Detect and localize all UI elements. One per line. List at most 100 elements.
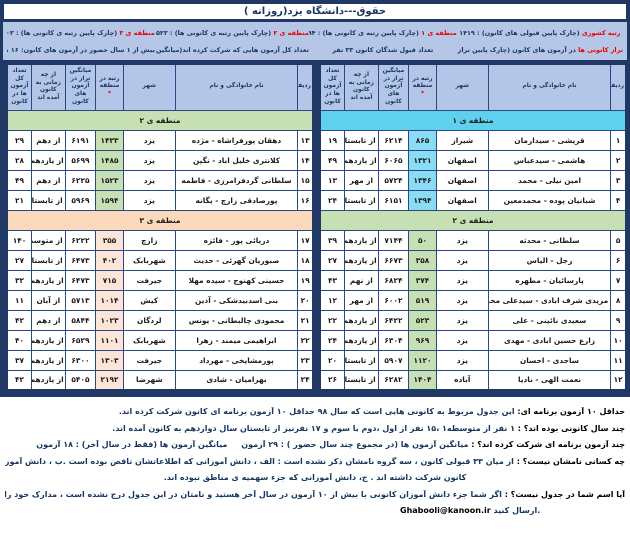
name-cell: پارسائیان - مطهره [487,269,612,291]
name-cell: رجل - الیاس [487,249,612,271]
stat-label: منطقه ی ۱ [418,28,457,37]
rank-cell: ۵۱۹ [408,289,437,311]
row-number-cell: ۲۳ [297,349,314,371]
rank-cell: ۵۲۳ [408,309,437,331]
stat-item: منطقه ی ۱ (چارک پایین رتبه ی کانونی ها) … [309,29,457,37]
exam-count-cell: ۳۹ [319,229,345,251]
exam-count-cell: ۲۷ [6,249,32,271]
city-cell: یزد [435,289,489,311]
avg-score-cell: ۵۸۴۴ [64,309,97,331]
name-cell: بهرامیان - شادی [174,369,299,391]
note-lead: چند سال کانونی بوده اند؟ : [514,423,625,433]
avg-score-cell: ۶۳۰۰ [64,349,97,371]
name-cell: دریائی پور - فائزه [174,229,299,251]
stat-label: منطقه ی ۳ [117,28,155,37]
table-row: ۱۵ سلطانی گردفرامرزی - فاطمه یزد ۱۵۲۳ ۶۲۲۵ از… [6,169,314,191]
row-number-cell: ۱۴ [297,149,314,171]
table-row: ۸ مزیدی شرف ابادی - سیدعلی محمد یزد ۵۱۹ ۶۰۰۲… [319,289,627,311]
name-cell: هاشمی - سیدعباس [487,149,612,171]
avg-score-cell: ۵۹۶۹ [64,189,97,211]
row-number-cell: ۱۱ [610,349,627,371]
avg-score-cell: ۶۴۷۳ [64,269,97,291]
since-cell: از آبان [31,289,66,311]
table-row: ۱۸ صبوریان گهرئی - حدیث شهربابک ۴۰۲ ۶۴۷۳ از ت… [6,249,314,271]
since-cell: از دهم [31,129,66,151]
stat-value: (چارک پایین رتبه ی کانونی ها) : ۱۵۲۳ [155,28,272,37]
city-cell: کیش [122,289,176,311]
stats-band: رتبه کشوری (چارک پایین قبولی های کانون) … [3,22,627,60]
table-row: ۲۲ ابراهیمی میمند - زهرا شهربابک ۱۱۰۱ ۶۵۲۹ از… [6,329,314,351]
stat-value: (چارک پایین رتبه ی کانونی ها) : ۱۴۰۳ [7,28,118,37]
name-cell: حسینی کهنوج - سیده مهلا [174,269,299,291]
stat-value: در آزمون های کانون (چارک پایین تراز) : ۵… [457,45,576,54]
since-cell: از یازدهم [344,149,379,171]
name-cell: شبانیان پوده - محمدمعین [487,189,612,211]
stat-item: بیش از ۱ سال حضور در آزمون های کانون: ۱۶… [7,46,155,54]
note-line: حداقل ۱۰ آزمون برنامه ای: این جدول مربوط… [5,407,625,416]
city-cell: جیرفت [122,269,176,291]
note-line: آیا اسم شما در جدول نیست؟ : اگر شما جزء … [5,490,625,499]
table-row: ۲۳ پورمشایخی - مهرداد جیرفت ۱۳۰۳ ۶۳۰۰ از یازد… [6,349,314,371]
table-row: ۱۴ کلانتری خلیل اباد - نگین یزد ۱۴۸۵ ۵۶۹۹ از … [6,149,314,171]
note-body: میانگین آزمون ها (در مجموع چند سال حضور … [36,440,469,449]
stat-label: رتبه کشوری [579,28,621,37]
stat-item: تراز کانونی ها در آزمون های کانون (چارک … [457,46,623,54]
avg-score-cell: ۵۷۲۴ [377,169,410,191]
since-cell: از دهم [31,169,66,191]
since-cell: از یازدهم [344,309,379,331]
row-number-cell: ۶ [610,249,627,271]
column-header: تعداد کل آزمون ها در کانون [6,63,32,111]
avg-score-cell: ۶۰۶۵ [377,149,410,171]
region-section-row: منطقه ی ۱ [319,109,627,131]
page-title: حقوق---دانشگاه یزد(روزانه ) [3,3,627,20]
row-number-cell: ۱۹ [297,269,314,291]
city-cell: یزد [435,329,489,351]
stat-label: تراز کانونی ها [575,45,623,54]
stat-item: تعداد قبول شدگان کانون ۳۳ نفر [309,46,457,54]
since-cell: از تابستان [344,349,379,371]
avg-score-cell: ۶۸۲۴ [377,269,410,291]
table-row: ۵ سلطانی - محدثه یزد ۵۰ ۷۱۴۴ از یازدهم ۳۹ [319,229,627,251]
note-line: کانون شرکت داشته اند . ج، دانش آموزانی ک… [5,473,625,482]
exam-count-cell: ۳۲ [6,269,32,291]
since-cell: از یازدهم [31,329,66,351]
rank-cell: ۷۱۵ [95,269,124,291]
city-cell: آباده [435,369,489,391]
rank-cell: ۱۴۰۴ [408,369,437,391]
table-row: ۴ شبانیان پوده - محمدمعین اصفهان ۱۳۹۴ ۶۱۵۱ از… [319,189,627,211]
row-number-cell: ۱۳ [297,129,314,151]
name-cell: قریشی - سیدارمان [487,129,612,151]
avg-score-cell: ۶۲۸۲ [377,369,410,391]
exam-count-cell: ۱۳ [319,169,345,191]
region-section-header: منطقه ی ۲ [319,209,627,231]
city-cell: یزد [122,149,176,171]
table-row: ۲۰ بنی اسدبیدشکی - آذین کیش ۱۰۱۴ ۵۷۱۳ از آبان… [6,289,314,311]
city-cell: شهرضا [122,369,176,391]
avg-score-cell: ۷۱۴۴ [377,229,410,251]
name-cell: سعیدی نائینی - علی [487,309,612,331]
rank-cell: ۹۶۹ [408,329,437,351]
note-line: چند آزمون برنامه ای شرکت کرده اند؟ : میا… [5,440,625,449]
row-number-cell: ۱۵ [297,169,314,191]
column-header: میانگین تراز در آزمون های کانون [377,63,410,111]
row-number-cell: ۹ [610,309,627,331]
stat-item: منطقه ی ۲ (چارک پایین رتبه ی کانونی ها) … [155,29,309,37]
since-cell: از یازدهم [31,269,66,291]
exam-count-cell: ۲۶ [319,369,345,391]
exam-count-cell: ۲۸ [6,149,32,171]
city-cell: یزد [435,309,489,331]
rank-cell: ۱۳۰۳ [95,349,124,371]
row-number-cell: ۳ [610,169,627,191]
table-row: ۹ سعیدی نائینی - علی یزد ۵۲۳ ۶۴۲۲ از یازدهم ۲۲ [319,309,627,331]
note-body: ارسال کنید. [490,506,541,515]
exam-count-cell: ۴۲ [6,369,32,391]
name-cell: پورصادقی زارچ - یگانه [174,189,299,211]
exam-count-cell: ۴۲ [6,309,32,331]
row-number-cell: ۱۶ [297,189,314,211]
table-row: ۷ پارسائیان - مطهره یزد ۳۷۴ ۶۸۲۴ از نهم ۴۳ [319,269,627,291]
avg-score-cell: ۶۴۷۳ [64,249,97,271]
city-cell: یزد [122,169,176,191]
